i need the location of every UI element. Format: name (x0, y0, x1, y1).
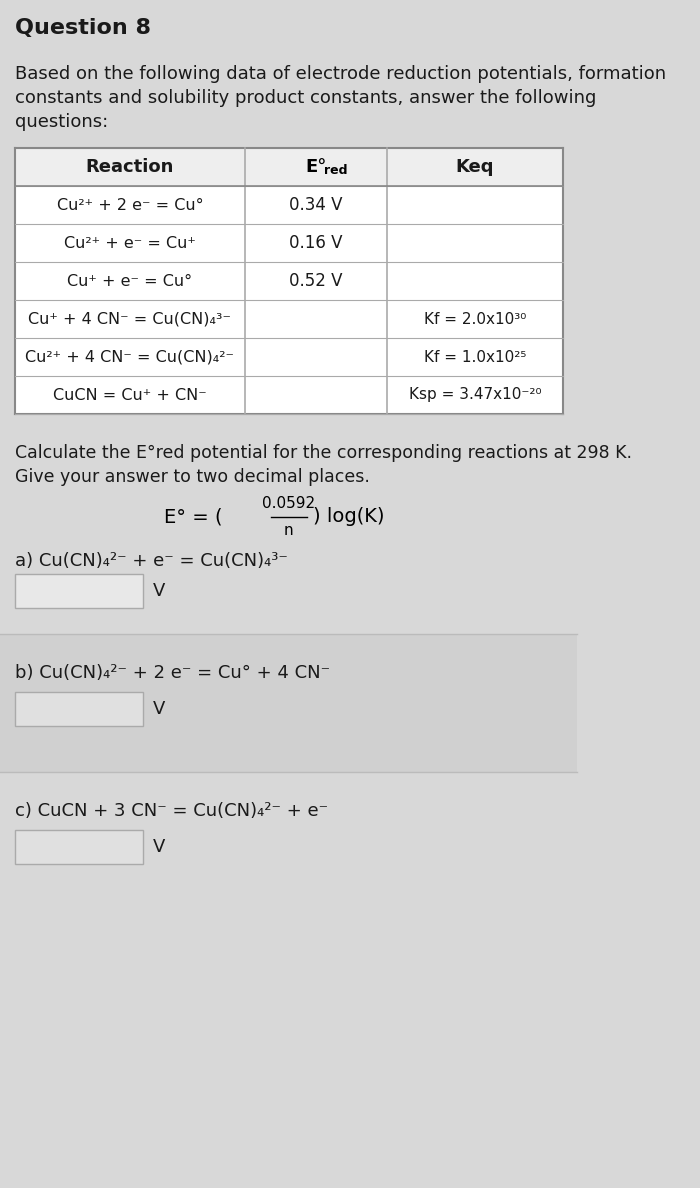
Text: Question 8: Question 8 (15, 18, 150, 38)
Text: Cu²⁺ + 2 e⁻ = Cu°: Cu²⁺ + 2 e⁻ = Cu° (57, 197, 203, 213)
Text: n: n (284, 523, 293, 538)
Text: 0.52 V: 0.52 V (289, 272, 343, 290)
Text: Reaction: Reaction (85, 158, 174, 176)
Text: 0.0592: 0.0592 (262, 497, 315, 511)
Text: Cu²⁺ + e⁻ = Cu⁺: Cu²⁺ + e⁻ = Cu⁺ (64, 235, 196, 251)
Text: c) CuCN + 3 CN⁻ = Cu(CN)₄²⁻ + e⁻: c) CuCN + 3 CN⁻ = Cu(CN)₄²⁻ + e⁻ (15, 802, 328, 820)
Text: V: V (153, 700, 165, 718)
Text: Based on the following data of electrode reduction potentials, formation: Based on the following data of electrode… (15, 65, 666, 83)
Text: E° = (: E° = ( (164, 507, 223, 526)
FancyBboxPatch shape (15, 691, 143, 726)
FancyBboxPatch shape (15, 148, 563, 187)
Text: a) Cu(CN)₄²⁻ + e⁻ = Cu(CN)₄³⁻: a) Cu(CN)₄²⁻ + e⁻ = Cu(CN)₄³⁻ (15, 552, 288, 570)
Text: b) Cu(CN)₄²⁻ + 2 e⁻ = Cu° + 4 CN⁻: b) Cu(CN)₄²⁻ + 2 e⁻ = Cu° + 4 CN⁻ (15, 664, 330, 682)
Text: ) log(K): ) log(K) (314, 507, 385, 526)
Text: Cu⁺ + 4 CN⁻ = Cu(CN)₄³⁻: Cu⁺ + 4 CN⁻ = Cu(CN)₄³⁻ (29, 311, 232, 327)
FancyBboxPatch shape (15, 574, 143, 608)
Text: Keq: Keq (456, 158, 494, 176)
Text: CuCN = Cu⁺ + CN⁻: CuCN = Cu⁺ + CN⁻ (53, 387, 206, 403)
Text: constants and solubility product constants, answer the following: constants and solubility product constan… (15, 89, 596, 107)
Text: Give your answer to two decimal places.: Give your answer to two decimal places. (15, 468, 370, 486)
Text: Cu²⁺ + 4 CN⁻ = Cu(CN)₄²⁻: Cu²⁺ + 4 CN⁻ = Cu(CN)₄²⁻ (25, 349, 235, 365)
FancyBboxPatch shape (0, 772, 578, 1022)
Text: Kf = 1.0x10²⁵: Kf = 1.0x10²⁵ (424, 349, 526, 365)
Text: V: V (153, 838, 165, 857)
Text: 0.34 V: 0.34 V (289, 196, 343, 214)
FancyBboxPatch shape (15, 148, 563, 413)
Text: Calculate the E°red potential for the corresponding reactions at 298 K.: Calculate the E°red potential for the co… (15, 444, 632, 462)
FancyBboxPatch shape (0, 634, 578, 854)
Text: Kf = 2.0x10³⁰: Kf = 2.0x10³⁰ (424, 311, 526, 327)
Text: Ksp = 3.47x10⁻²⁰: Ksp = 3.47x10⁻²⁰ (409, 387, 541, 403)
Text: red: red (324, 164, 348, 177)
Text: 0.16 V: 0.16 V (289, 234, 343, 252)
Text: V: V (153, 582, 165, 600)
Text: E°: E° (305, 158, 327, 176)
Text: Cu⁺ + e⁻ = Cu°: Cu⁺ + e⁻ = Cu° (67, 273, 192, 289)
FancyBboxPatch shape (15, 830, 143, 864)
Text: questions:: questions: (15, 113, 108, 131)
